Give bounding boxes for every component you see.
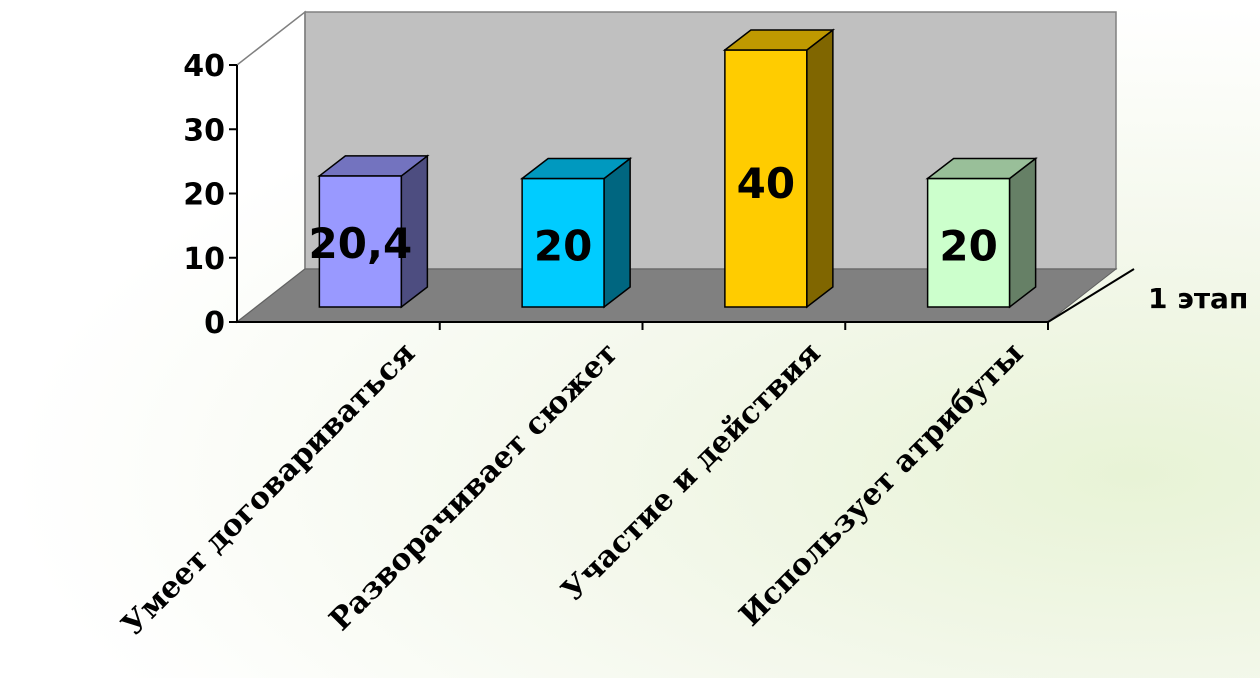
bar-side [806,28,834,309]
bar: 40 [722,28,836,309]
y-tick-label: 0 [204,306,225,341]
y-tick-label: 30 [183,113,225,148]
y-tick-label: 20 [183,178,225,213]
depth-axis-line [1047,268,1135,323]
bar-front [318,175,403,308]
bar: 20,4 [309,154,430,309]
y-tick-label: 40 [183,49,225,84]
series-name-label: 1 этап [1148,282,1248,315]
bar: 20 [519,156,633,309]
side-wall [236,10,306,324]
data-label: 20,4 [309,219,413,268]
bar-top [317,155,430,177]
bar: 20 [925,156,1038,309]
bar-top [722,29,836,51]
bar-top [925,157,1038,180]
data-label: 40 [737,159,795,208]
y-tick-label: 10 [183,242,225,277]
bar-side [603,156,631,309]
data-label: 20 [939,222,997,271]
bar-top [519,157,633,180]
data-label: 20 [534,222,592,271]
bar-side [1008,156,1037,309]
